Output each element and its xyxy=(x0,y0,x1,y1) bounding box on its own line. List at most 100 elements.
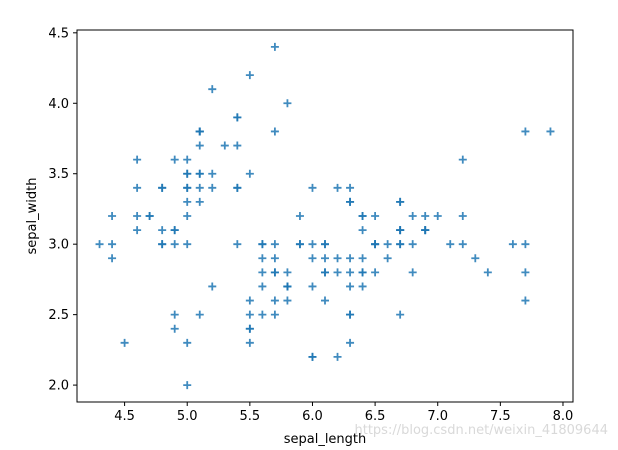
data-points xyxy=(95,42,555,390)
data-point xyxy=(333,352,342,361)
data-point xyxy=(521,240,530,249)
data-point xyxy=(258,254,267,263)
data-point xyxy=(183,197,192,206)
data-point xyxy=(95,240,104,249)
data-point xyxy=(245,71,254,80)
data-point xyxy=(170,324,179,333)
data-point xyxy=(358,226,367,235)
data-point xyxy=(283,296,292,305)
y-tick-label: 4.0 xyxy=(48,97,69,112)
y-axis-label: sepal_width xyxy=(25,178,40,255)
data-point xyxy=(396,197,405,206)
data-point xyxy=(308,282,317,291)
data-point xyxy=(346,254,355,263)
data-point xyxy=(346,310,355,319)
data-point xyxy=(208,183,217,192)
data-point xyxy=(396,226,405,235)
data-point xyxy=(396,310,405,319)
data-point xyxy=(195,169,204,178)
data-point xyxy=(371,268,380,277)
data-point xyxy=(270,42,279,51)
data-point xyxy=(346,338,355,347)
x-tick-label: 6.0 xyxy=(302,409,323,424)
data-point xyxy=(446,240,455,249)
data-point xyxy=(183,183,192,192)
data-point xyxy=(233,183,242,192)
data-point xyxy=(321,268,329,277)
data-point xyxy=(346,183,355,192)
data-point xyxy=(383,240,392,249)
data-point xyxy=(120,338,129,347)
data-point xyxy=(183,240,192,249)
data-point xyxy=(108,240,117,249)
data-point xyxy=(433,212,442,220)
data-point xyxy=(233,141,242,150)
data-point xyxy=(321,254,329,263)
data-point xyxy=(321,240,329,249)
data-point xyxy=(308,240,317,249)
data-point xyxy=(346,268,355,277)
data-point xyxy=(308,183,317,192)
data-point xyxy=(521,268,530,277)
data-point xyxy=(358,268,367,277)
data-point xyxy=(245,338,254,347)
data-point xyxy=(358,212,367,220)
data-point xyxy=(270,127,279,136)
data-point xyxy=(508,240,517,249)
data-point xyxy=(321,296,329,305)
data-point xyxy=(546,127,555,136)
y-axis-ticks: 2.0 2.5 3.0 3.5 4.0 4.5 xyxy=(48,26,77,394)
y-tick-label: 2.0 xyxy=(48,379,69,394)
data-point xyxy=(458,155,467,164)
data-point xyxy=(408,268,417,277)
data-point xyxy=(308,254,317,263)
data-point xyxy=(408,212,417,220)
plot-area-background xyxy=(77,30,573,402)
data-point xyxy=(283,282,292,291)
data-point xyxy=(371,240,380,249)
x-tick-label: 4.5 xyxy=(114,409,135,424)
data-point xyxy=(258,240,267,249)
data-point xyxy=(521,127,530,136)
data-point xyxy=(158,226,167,235)
data-point xyxy=(195,197,204,206)
data-point xyxy=(158,183,167,192)
data-point xyxy=(270,268,279,277)
y-tick-label: 2.5 xyxy=(48,308,69,323)
data-point xyxy=(183,155,192,164)
data-point xyxy=(270,240,279,249)
data-point xyxy=(471,254,480,263)
data-point xyxy=(371,212,380,220)
data-point xyxy=(346,197,355,206)
x-tick-label: 5.5 xyxy=(240,409,261,424)
data-point xyxy=(195,141,204,150)
data-point xyxy=(195,310,204,319)
data-point xyxy=(346,282,355,291)
data-point xyxy=(133,183,142,192)
data-point xyxy=(208,282,217,291)
data-point xyxy=(233,240,242,249)
data-point xyxy=(183,338,192,347)
data-point xyxy=(295,212,304,220)
data-point xyxy=(133,212,142,220)
data-point xyxy=(308,352,317,361)
data-point xyxy=(358,282,367,291)
data-point xyxy=(521,296,530,305)
data-point xyxy=(170,240,179,249)
data-point xyxy=(108,212,117,220)
data-point xyxy=(258,282,267,291)
data-point xyxy=(245,296,254,305)
data-point xyxy=(245,324,254,333)
data-point xyxy=(258,310,267,319)
y-tick-label: 4.5 xyxy=(48,26,69,41)
data-point xyxy=(183,169,192,178)
data-point xyxy=(208,169,217,178)
data-point xyxy=(358,254,367,263)
data-point xyxy=(458,212,467,220)
data-point xyxy=(183,381,192,390)
x-tick-label: 7.0 xyxy=(427,409,448,424)
y-tick-label: 3.5 xyxy=(48,167,69,182)
data-point xyxy=(170,155,179,164)
data-point xyxy=(133,155,142,164)
